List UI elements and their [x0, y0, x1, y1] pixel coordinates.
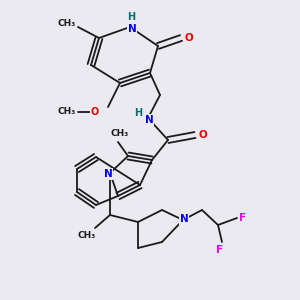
Text: N: N — [145, 115, 153, 125]
Text: O: O — [91, 107, 99, 117]
Text: N: N — [180, 214, 188, 224]
Text: F: F — [239, 213, 247, 223]
Text: H: H — [134, 108, 142, 118]
Text: H: H — [127, 12, 135, 22]
Text: F: F — [216, 245, 224, 255]
Text: O: O — [199, 130, 207, 140]
Text: CH₃: CH₃ — [78, 232, 96, 241]
Text: CH₃: CH₃ — [58, 20, 76, 28]
Text: CH₃: CH₃ — [111, 130, 129, 139]
Text: CH₃: CH₃ — [58, 107, 76, 116]
Text: N: N — [103, 169, 112, 179]
Text: N: N — [128, 24, 136, 34]
Text: O: O — [184, 33, 194, 43]
